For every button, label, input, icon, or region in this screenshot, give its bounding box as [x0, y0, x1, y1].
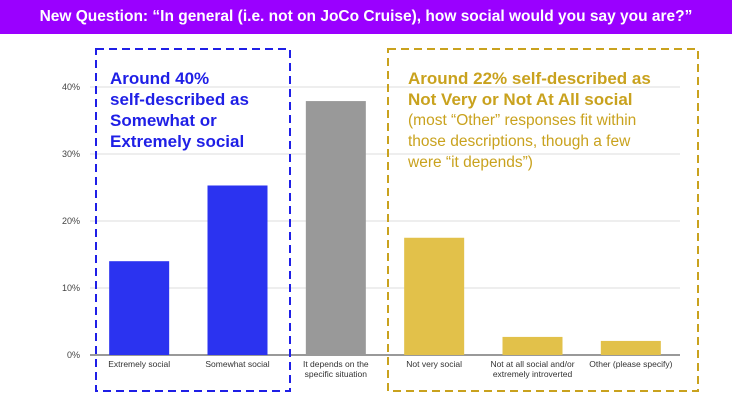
- bars: [109, 101, 661, 355]
- bar: [404, 237, 465, 355]
- x-tick-label: Extremely social: [108, 359, 170, 369]
- bar: [305, 101, 366, 355]
- right-annotation-body: (most “Other” responses fit within those…: [408, 110, 693, 173]
- left-annotation-line: Around 40%: [110, 69, 210, 88]
- x-tick-label: It depends on the: [303, 359, 369, 369]
- x-axis-labels: Extremely social Somewhat social It depend…: [108, 359, 672, 379]
- bar: [207, 185, 268, 355]
- x-tick-label: Not at all social and/or: [490, 359, 574, 369]
- x-tick-label: extremely introverted: [493, 369, 573, 379]
- right-annotation-title-line: Not Very or Not At All social: [408, 90, 633, 109]
- question-banner: New Question: “In general (i.e. not on J…: [0, 0, 732, 34]
- bar: [600, 340, 661, 355]
- bar: [109, 261, 170, 355]
- left-annotation: Around 40% self-described as Somewhat or…: [110, 68, 295, 152]
- x-tick-label: Other (please specify): [589, 359, 672, 369]
- question-title: New Question: “In general (i.e. not on J…: [39, 8, 693, 25]
- y-tick-label: 0%: [67, 350, 80, 360]
- x-tick-label: Not very social: [406, 359, 462, 369]
- left-annotation-line: Extremely social: [110, 132, 245, 151]
- grid-lines: [90, 86, 680, 356]
- y-tick-label: 40%: [62, 82, 80, 92]
- left-highlight-box: [95, 48, 291, 392]
- right-annotation-body-line: were “it depends”): [408, 154, 533, 171]
- x-tick-label: specific situation: [305, 369, 368, 379]
- right-annotation-body-line: (most “Other” responses fit within: [408, 112, 637, 129]
- bar: [502, 336, 563, 355]
- y-tick-label: 10%: [62, 283, 80, 293]
- y-tick-label: 30%: [62, 149, 80, 159]
- right-annotation-body-line: those descriptions, though a few: [408, 133, 631, 150]
- y-axis-ticks: 0% 10% 20% 30% 40%: [62, 82, 80, 360]
- y-tick-label: 20%: [62, 216, 80, 226]
- right-annotation-title: Around 22% self-described as Not Very or…: [408, 68, 693, 110]
- right-highlight-box: [387, 48, 699, 392]
- right-annotation-title-line: Around 22% self-described as: [408, 69, 651, 88]
- left-annotation-line: self-described as: [110, 90, 249, 109]
- x-tick-label: Somewhat social: [205, 359, 269, 369]
- left-annotation-line: Somewhat or: [110, 111, 217, 130]
